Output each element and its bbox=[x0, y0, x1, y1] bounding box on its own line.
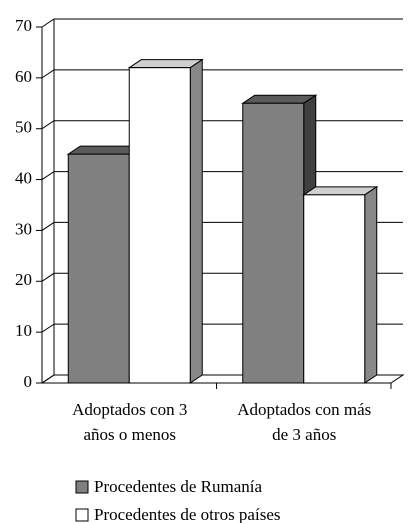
bar bbox=[67, 153, 130, 384]
bar-side bbox=[364, 185, 378, 384]
legend-swatch bbox=[75, 508, 89, 522]
x-tick-label: Adoptados con 3 años o menos bbox=[72, 400, 188, 444]
y-tick-label: 50 bbox=[15, 118, 32, 137]
bar bbox=[303, 194, 366, 384]
y-tick-label: 70 bbox=[15, 16, 32, 35]
legend-label: Procedentes de otros países bbox=[94, 505, 280, 523]
y-tick-label: 10 bbox=[15, 321, 32, 340]
y-tick-label: 40 bbox=[15, 168, 32, 187]
grid-line bbox=[41, 18, 403, 28]
y-tick-label: 0 bbox=[24, 372, 33, 391]
grid-line bbox=[41, 120, 403, 130]
bar-side bbox=[189, 58, 203, 384]
grid-line bbox=[41, 69, 403, 79]
y-tick-label: 20 bbox=[15, 270, 32, 289]
bar bbox=[242, 102, 305, 384]
y-tick-label: 60 bbox=[15, 67, 32, 86]
legend-swatch bbox=[75, 480, 89, 494]
x-tick-label: Adoptados con más de 3 años bbox=[237, 400, 372, 444]
y-tick-label: 30 bbox=[15, 219, 32, 238]
bar bbox=[128, 67, 191, 384]
legend-label: Procedentes de Rumanía bbox=[94, 477, 263, 496]
